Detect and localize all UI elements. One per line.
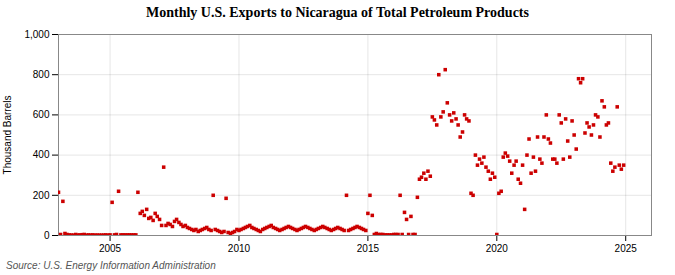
svg-text:800: 800	[33, 69, 50, 80]
svg-text:Thousand Barrels: Thousand Barrels	[2, 96, 13, 175]
svg-text:2010: 2010	[228, 243, 251, 254]
svg-text:2015: 2015	[357, 243, 380, 254]
svg-text:200: 200	[33, 190, 50, 201]
svg-text:1,000: 1,000	[24, 29, 49, 40]
html-text:Source: U.S. Energy Informatio: Source: U.S. Energy Information Administ…	[6, 260, 216, 271]
svg-text:2005: 2005	[99, 243, 122, 254]
svg-text:2025: 2025	[615, 243, 638, 254]
html-text:Monthly U.S. Exports to Nicara: Monthly U.S. Exports to Nicaragua of Tot…	[146, 5, 529, 20]
svg-text:400: 400	[33, 149, 50, 160]
svg-text:2020: 2020	[486, 243, 509, 254]
svg-text:0: 0	[44, 230, 50, 241]
svg-text:600: 600	[33, 109, 50, 120]
